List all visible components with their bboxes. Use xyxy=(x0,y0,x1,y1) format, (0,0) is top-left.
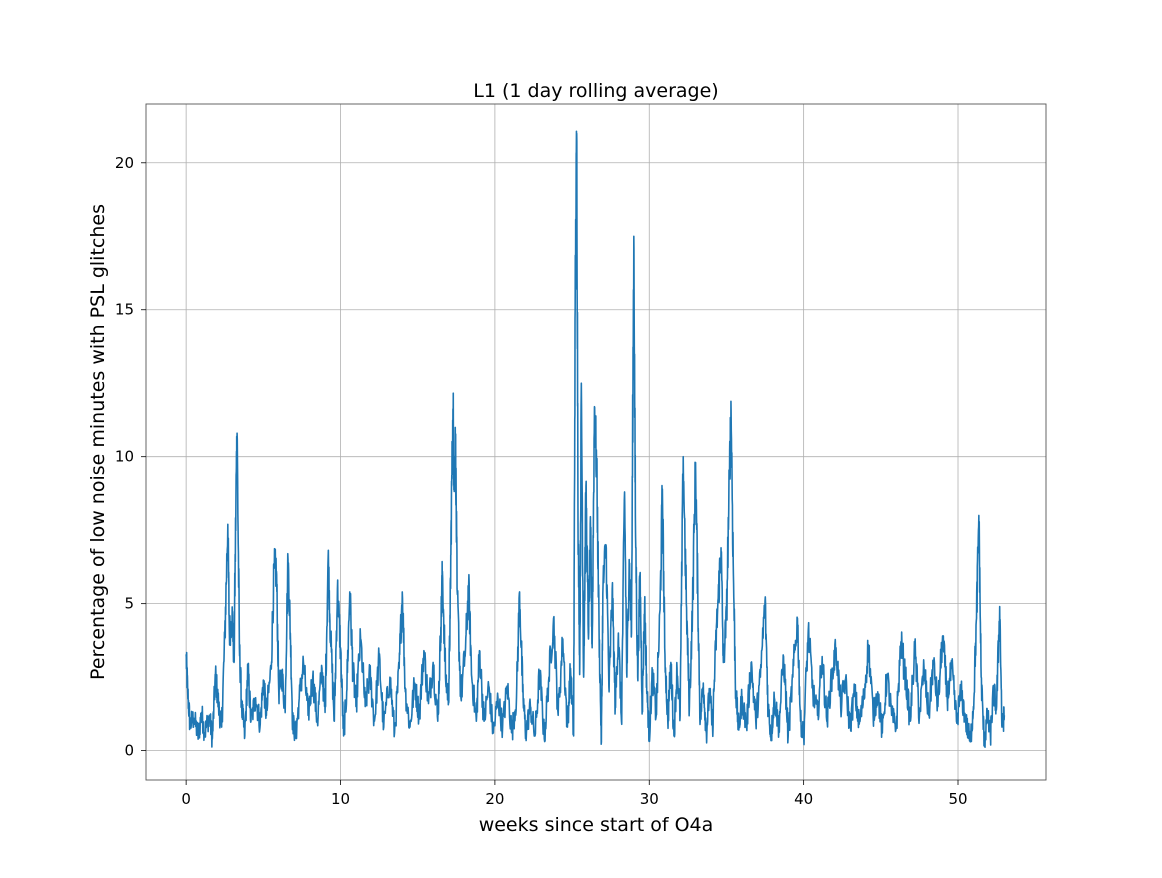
x-tick-label: 50 xyxy=(948,790,967,808)
x-tick-label: 10 xyxy=(331,790,350,808)
y-tick-label: 0 xyxy=(124,742,134,760)
series-line xyxy=(185,130,1006,749)
chart-title: L1 (1 day rolling average) xyxy=(473,80,718,102)
y-tick-label: 20 xyxy=(115,154,134,172)
plot-frame xyxy=(145,103,1047,781)
y-tick-label: 10 xyxy=(115,448,134,466)
y-tick-label: 5 xyxy=(124,595,134,613)
y-axis-label: Percentage of low noise minutes with PSL… xyxy=(87,204,109,680)
data-layer xyxy=(185,130,1006,749)
x-axis-ticks: 0 10 20 30 40 50 xyxy=(181,780,968,808)
x-tick-label: 40 xyxy=(794,790,813,808)
x-axis-label: weeks since start of O4a xyxy=(479,814,714,836)
x-tick-label: 20 xyxy=(485,790,504,808)
x-tick-label: 0 xyxy=(181,790,191,808)
y-axis-ticks: 0 5 10 15 20 xyxy=(115,154,146,760)
x-tick-label: 30 xyxy=(640,790,659,808)
y-tick-label: 15 xyxy=(115,301,134,319)
